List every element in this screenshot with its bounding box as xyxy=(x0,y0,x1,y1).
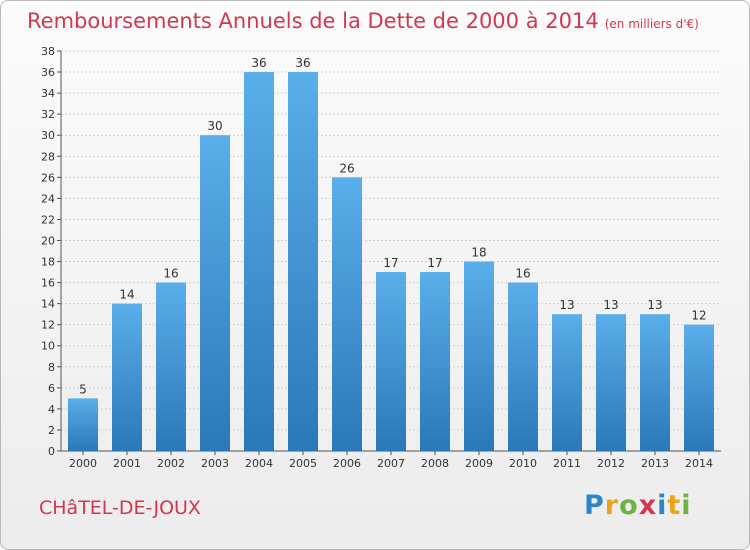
logo-letter: o xyxy=(619,490,639,521)
logo-letter: t xyxy=(667,490,682,521)
data-label: 12 xyxy=(691,309,706,323)
y-tick-label: 18 xyxy=(41,256,55,269)
bars xyxy=(68,72,714,452)
x-tick-label: 2001 xyxy=(113,457,141,470)
data-label: 36 xyxy=(251,56,266,70)
y-tick-label: 0 xyxy=(48,445,55,458)
y-tick-label: 32 xyxy=(41,108,55,121)
x-tick-label: 2002 xyxy=(157,457,185,470)
logo-letter: x xyxy=(638,490,658,521)
bar xyxy=(552,314,582,451)
y-tick-label: 36 xyxy=(41,66,55,79)
y-tick-label: 12 xyxy=(41,319,55,332)
data-label: 26 xyxy=(339,161,354,175)
x-tick-label: 2009 xyxy=(465,457,493,470)
y-tick-label: 34 xyxy=(41,87,55,100)
y-tick-label: 2 xyxy=(48,424,55,437)
x-tick-label: 2011 xyxy=(553,457,581,470)
logo-letter: P xyxy=(584,490,605,521)
x-tick-label: 2008 xyxy=(421,457,449,470)
data-label: 36 xyxy=(295,56,310,70)
bar xyxy=(640,314,670,451)
commune-name: CHâTEL-DE-JOUX xyxy=(39,497,201,519)
data-label: 18 xyxy=(471,246,486,260)
y-tick-label: 26 xyxy=(41,171,55,184)
y-tick-label: 4 xyxy=(48,403,55,416)
y-tick-label: 20 xyxy=(41,234,55,247)
bar xyxy=(684,324,714,451)
y-tick-label: 28 xyxy=(41,150,55,163)
bar xyxy=(420,272,450,451)
y-tick-label: 16 xyxy=(41,277,55,290)
bar xyxy=(596,314,626,451)
chart-unit: (en milliers d'€) xyxy=(604,17,699,31)
y-tick-label: 14 xyxy=(41,298,55,311)
data-label: 17 xyxy=(383,256,398,270)
data-label: 14 xyxy=(119,288,134,302)
data-label: 16 xyxy=(163,267,178,281)
bar xyxy=(464,261,494,451)
bar xyxy=(112,303,142,451)
bar xyxy=(244,72,274,451)
bar xyxy=(68,398,98,451)
bar xyxy=(288,72,318,451)
proxiti-logo: Proxiti xyxy=(584,490,692,521)
y-tick-label: 30 xyxy=(41,129,55,142)
chart-title: Remboursements Annuels de la Dette de 20… xyxy=(27,9,699,33)
x-tick-label: 2013 xyxy=(641,457,669,470)
data-label: 30 xyxy=(207,119,222,133)
logo-letter: i xyxy=(657,490,668,521)
y-tick-label: 6 xyxy=(48,382,55,395)
y-tick-label: 8 xyxy=(48,361,55,374)
data-label: 16 xyxy=(515,267,530,281)
logo-letter: r xyxy=(604,490,620,521)
bar xyxy=(332,177,362,451)
x-tick-label: 2014 xyxy=(685,457,713,470)
y-tick-label: 10 xyxy=(41,340,55,353)
chart-title-text: Remboursements Annuels de la Dette de 20… xyxy=(27,9,599,33)
data-label: 5 xyxy=(79,382,87,396)
x-tick-label: 2007 xyxy=(377,457,405,470)
y-tick-label: 38 xyxy=(41,45,55,58)
x-tick-label: 2010 xyxy=(509,457,537,470)
bar xyxy=(508,282,538,451)
data-label: 13 xyxy=(647,298,662,312)
data-label: 13 xyxy=(603,298,618,312)
data-label: 17 xyxy=(427,256,442,270)
bar xyxy=(376,272,406,451)
logo-letter: i xyxy=(681,490,692,521)
x-tick-label: 2003 xyxy=(201,457,229,470)
x-tick-label: 2004 xyxy=(245,457,273,470)
bar xyxy=(200,135,230,452)
y-tick-label: 24 xyxy=(41,192,55,205)
x-tick-label: 2012 xyxy=(597,457,625,470)
data-label: 13 xyxy=(559,298,574,312)
data-labels: 5 14 16 30 36 36 26 17 17 18 16 13 13 13 12 xyxy=(79,56,706,396)
x-tick-label: 2000 xyxy=(69,457,97,470)
x-tick-label: 2006 xyxy=(333,457,361,470)
x-tick-label: 2005 xyxy=(289,457,317,470)
y-tick-label: 22 xyxy=(41,213,55,226)
bar xyxy=(156,282,186,451)
